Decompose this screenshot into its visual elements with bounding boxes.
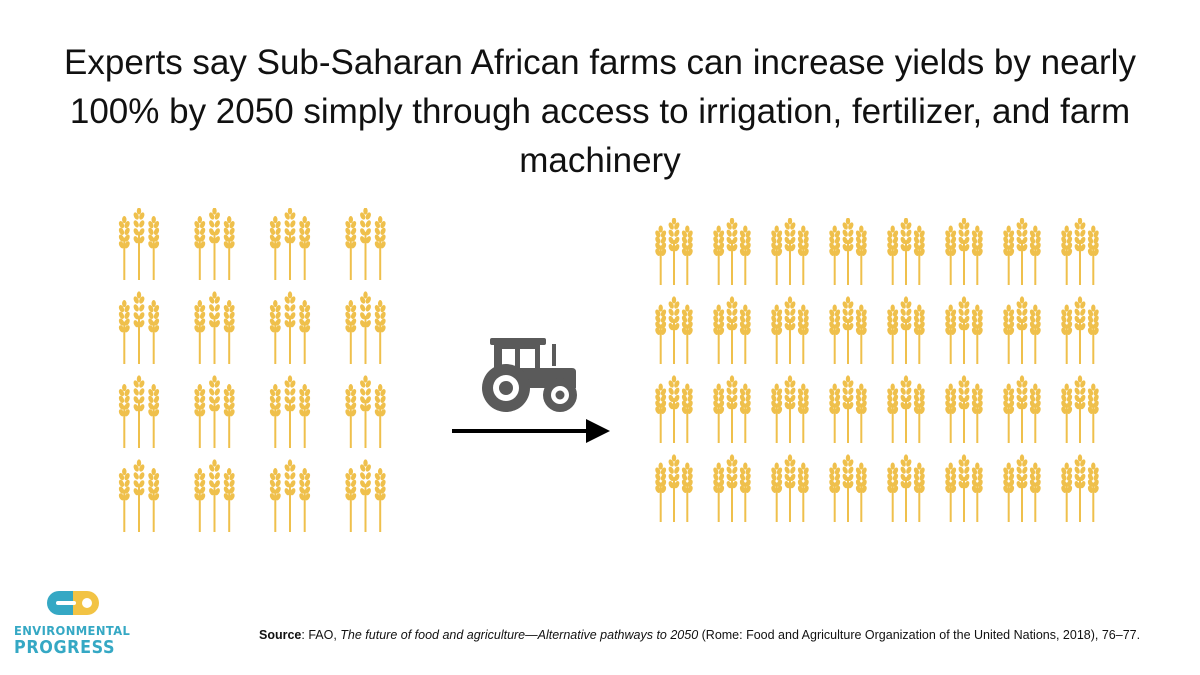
wheat-icon [945,454,983,522]
wheat-icon [118,291,160,364]
source-label: Source [259,628,302,642]
wheat-icon [655,375,693,443]
wheat-icon [1061,454,1099,522]
wheat-icon [945,218,983,285]
wheat-icon [655,296,693,364]
logo-line-1: ENVIRONMENTAL [14,623,131,639]
logo-mark-icon [47,591,99,615]
wheat-icon [1003,375,1041,443]
before-wheat-field [118,208,386,532]
wheat-icon [194,291,235,364]
wheat-icon [1003,296,1041,364]
source-citation: Source: FAO, The future of food and agri… [259,628,1179,642]
wheat-icon [269,208,311,280]
wheat-icon [118,459,160,532]
wheat-icon [1061,218,1099,285]
wheat-icon [345,291,386,364]
wheat-icon [194,208,235,280]
wheat-icon [945,375,983,443]
wheat-icon [269,291,311,364]
wheat-icon [269,375,311,448]
wheat-icon [655,454,693,522]
wheat-icon [345,459,386,532]
source-suffix: (Rome: Food and Agriculture Organization… [698,628,1141,642]
wheat-icon [887,296,925,364]
arrow-right-icon [452,419,610,443]
after-wheat-field [655,218,1099,522]
wheat-icon [118,375,160,448]
wheat-icon [771,375,809,443]
wheat-icon [713,454,751,522]
wheat-icon [1061,375,1099,443]
wheat-icon [655,218,693,285]
environmental-progress-logo: ENVIRONMENTAL PROGRESS [14,590,131,658]
wheat-icon [1003,218,1041,285]
headline: Experts say Sub-Saharan African farms ca… [64,43,1136,180]
wheat-icon [771,296,809,364]
wheat-icon [887,454,925,522]
wheat-icon [887,375,925,443]
wheat-icon [829,375,867,443]
source-prefix: : FAO, [301,628,341,642]
wheat-icon [1003,454,1041,522]
tractor-icon [482,338,577,412]
wheat-icon [345,208,386,280]
wheat-icon [345,375,386,448]
wheat-icon [713,218,751,285]
wheat-icon [771,454,809,522]
wheat-icon [887,218,925,285]
source-title: The future of food and agriculture—Alter… [340,628,699,642]
logo-line-2: PROGRESS [14,636,116,658]
wheat-icon [269,459,311,532]
wheat-icon [829,454,867,522]
wheat-icon [713,296,751,364]
wheat-icon [945,296,983,364]
wheat-icon [771,218,809,285]
wheat-icon [829,218,867,285]
wheat-icon [713,375,751,443]
wheat-icon [829,296,867,364]
wheat-icon [194,375,235,448]
wheat-icon [1061,296,1099,364]
wheat-icon [194,459,235,532]
wheat-icon [118,208,160,280]
